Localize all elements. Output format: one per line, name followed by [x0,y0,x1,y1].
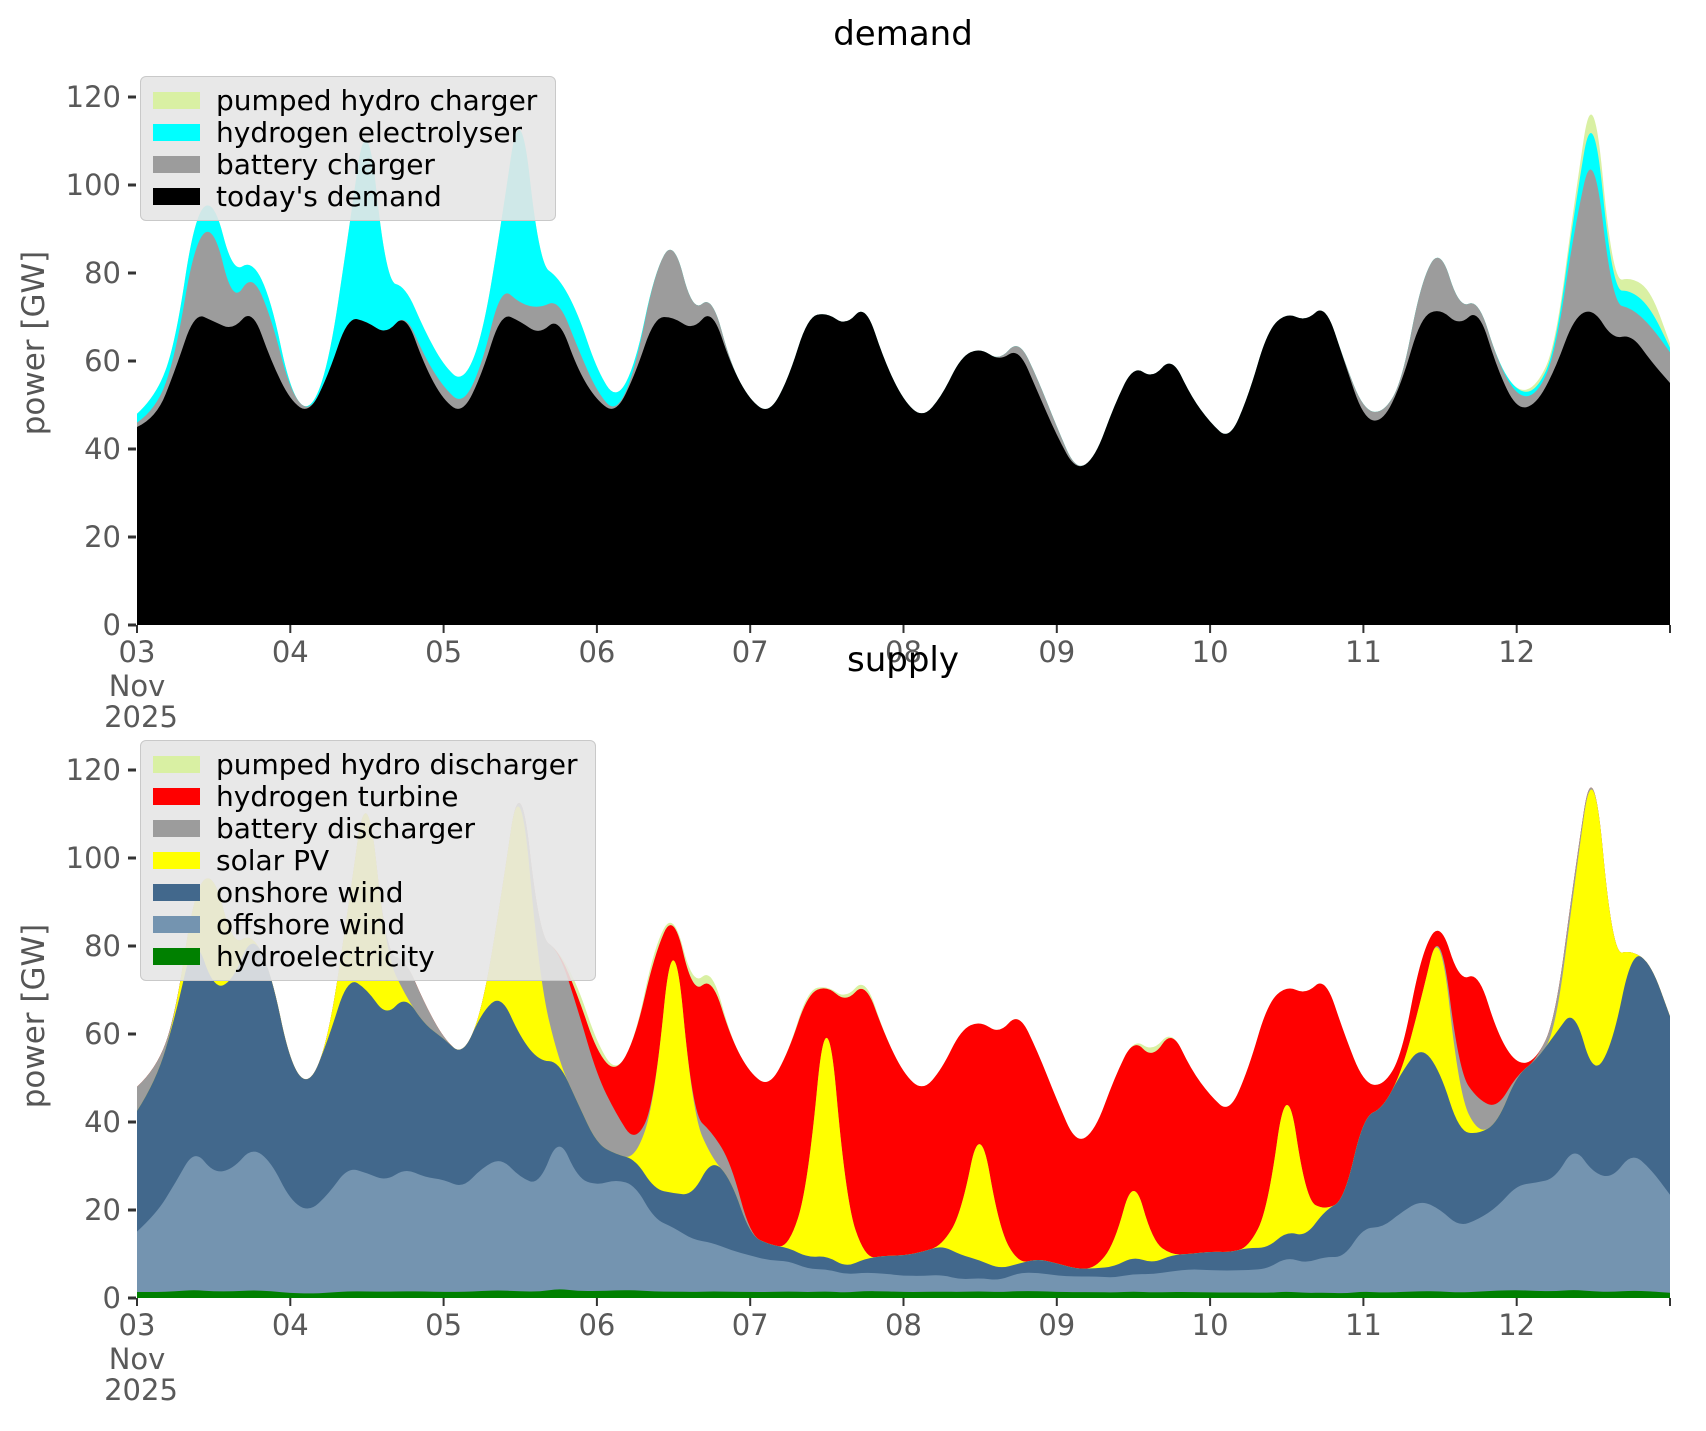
x-tick-label: 08 [885,1308,922,1342]
x-tick-label: 04 [272,1308,309,1342]
x-tick-label: 04 [272,635,309,669]
x-tick-label: 12 [1498,635,1535,669]
x-tick-label: 06 [578,635,615,669]
legend-label: hydrogen turbine [216,779,459,813]
legend-swatch [153,852,200,869]
legend-swatch [153,756,200,773]
y-tick-label: 0 [103,608,121,642]
x-tick-label: 09 [1038,635,1075,669]
y-tick-label: 60 [84,344,121,378]
x-tick-label: 05 [425,635,462,669]
legend-item-hydroelectricity: hydroelectricity [153,939,577,973]
y-tick-label: 60 [84,1017,121,1051]
y-tick-label: 20 [84,1193,121,1227]
legend-item-pumped-hydro-charger: pumped hydro charger [153,83,538,117]
x-tick-label: 08 [885,635,922,669]
x-tick-label: 10 [1192,635,1229,669]
legend-label: today's demand [216,179,442,213]
x-tick-label: 09 [1038,1308,1075,1342]
legend-item-battery-charger: battery charger [153,147,537,181]
legend-label: battery discharger [216,811,476,845]
area-hydroelectricity [137,1289,1670,1298]
x-tick-label: 12 [1498,1308,1535,1342]
legend-label: hydrogen electrolyser [216,115,523,149]
legend-swatch [153,820,200,837]
x-tick-label: 11 [1345,635,1382,669]
legend-item-onshore-wind: onshore wind [153,875,577,909]
legend-swatch [153,884,200,901]
legend-swatch [153,788,200,805]
legend-label: solar PV [216,843,330,877]
legend-item-pumped-hydro-discharger: pumped hydro discharger [153,747,578,781]
demand-legend: pumped hydro charger hydrogen electrolyse… [140,76,557,221]
x-tick-label: 10 [1192,1308,1229,1342]
y-tick-label: 20 [84,520,121,554]
legend-label: hydroelectricity [216,939,435,973]
x-tick-label: 03 [119,635,156,669]
legend-label: pumped hydro discharger [216,747,578,781]
area-today-s-demand [137,310,1670,625]
y-tick-label: 40 [84,432,121,466]
supply-y-axis-label: power [GW] [16,923,52,1109]
x-axis-month-label: Nov [109,669,166,703]
demand-chart-title: demand [833,14,973,54]
x-tick-label: 06 [578,1308,615,1342]
legend-swatch [153,124,200,141]
area-offshore-wind [137,1146,1670,1298]
x-tick-label: 05 [425,1308,462,1342]
legend-swatch [153,156,200,173]
y-tick-label: 80 [84,256,121,290]
x-tick-label: 07 [732,1308,769,1342]
legend-swatch [153,916,200,933]
legend-item-today-s-demand: today's demand [153,179,537,213]
legend-item-battery-discharger: battery discharger [153,811,577,845]
y-tick-label: 80 [84,929,121,963]
legend-label: offshore wind [216,907,406,941]
supply-chart-title: supply [847,640,959,680]
legend-swatch [153,188,200,205]
y-tick-label: 100 [66,841,121,875]
y-tick-label: 120 [66,753,121,787]
x-axis-year-label: 2025 [104,1373,178,1407]
y-tick-label: 100 [66,168,121,202]
x-tick-label: 03 [119,1308,156,1342]
legend-item-solar-PV: solar PV [153,843,577,877]
y-tick-label: 0 [103,1281,121,1315]
legend-label: pumped hydro charger [216,83,538,117]
demand-y-axis-label: power [GW] [16,250,52,436]
legend-label: onshore wind [216,875,404,909]
legend-label: battery charger [216,147,435,181]
legend-item-hydrogen-electrolyser: hydrogen electrolyser [153,115,537,149]
legend-item-offshore-wind: offshore wind [153,907,577,941]
x-tick-label: 07 [732,635,769,669]
x-tick-label: 11 [1345,1308,1382,1342]
legend-item-hydrogen-turbine: hydrogen turbine [153,779,577,813]
supply-legend: pumped hydro discharger hydrogen turbine b… [140,740,597,981]
x-axis-month-label: Nov [109,1342,166,1376]
legend-swatch [153,948,200,965]
y-tick-label: 120 [66,80,121,114]
x-axis-year-label: 2025 [104,700,178,734]
legend-swatch [153,92,200,109]
y-tick-label: 40 [84,1105,121,1139]
